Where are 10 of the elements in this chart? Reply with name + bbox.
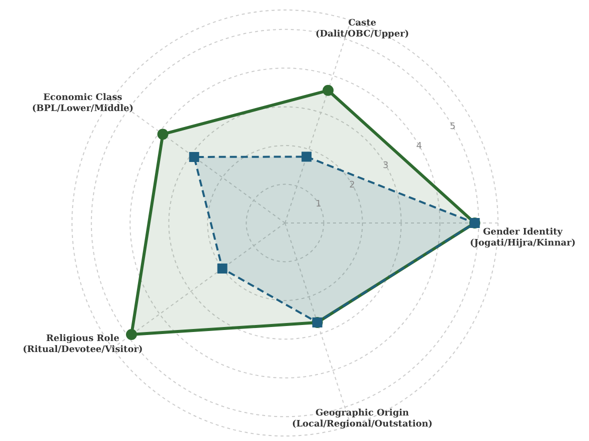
spoke-label: Gender Identity (Jogati/Hijra/Kinnar)	[470, 228, 576, 248]
y-tick-label: 3	[382, 160, 388, 171]
spoke-label: Caste (Dalit/OBC/Upper)	[316, 18, 409, 40]
spoke-label: Religious Role (Ritual/Devotee/Visitor)	[22, 334, 143, 355]
y-tick-label: 5	[450, 122, 456, 132]
y-tick-label: 4	[416, 142, 422, 152]
y-tick-label: 2	[349, 180, 355, 190]
spoke-label: Economic Class (BPL/Lower/Middle)	[32, 93, 134, 114]
spoke-label: Geographic Origin (Local/Regional/Outstation)	[292, 408, 433, 430]
y-tick-label: 1	[316, 200, 322, 210]
